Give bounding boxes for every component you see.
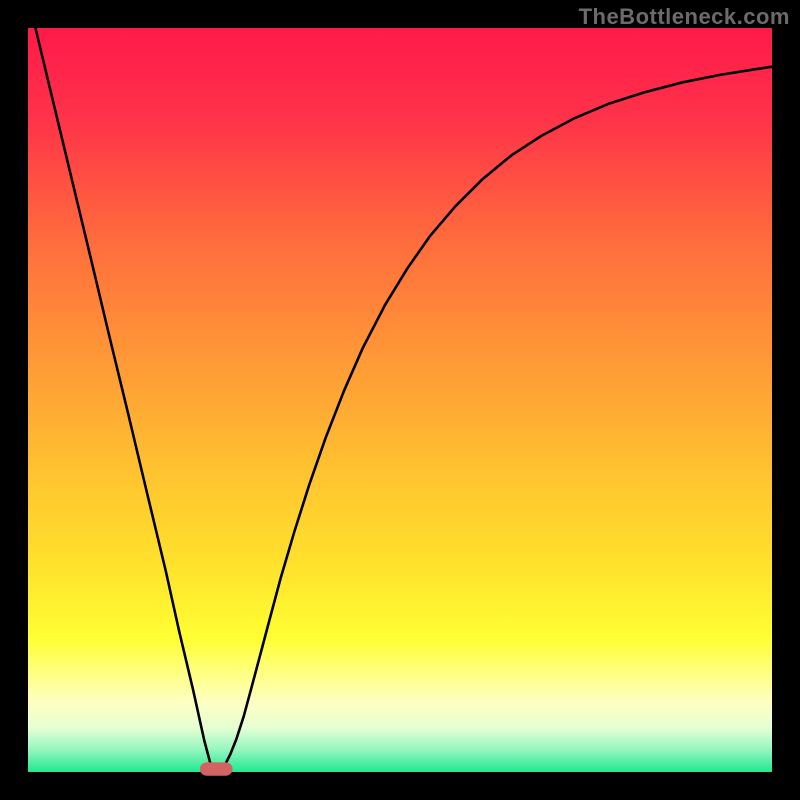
chart-svg (0, 0, 800, 800)
bottleneck-chart: TheBottleneck.com (0, 0, 800, 800)
watermark-text: TheBottleneck.com (579, 4, 790, 30)
